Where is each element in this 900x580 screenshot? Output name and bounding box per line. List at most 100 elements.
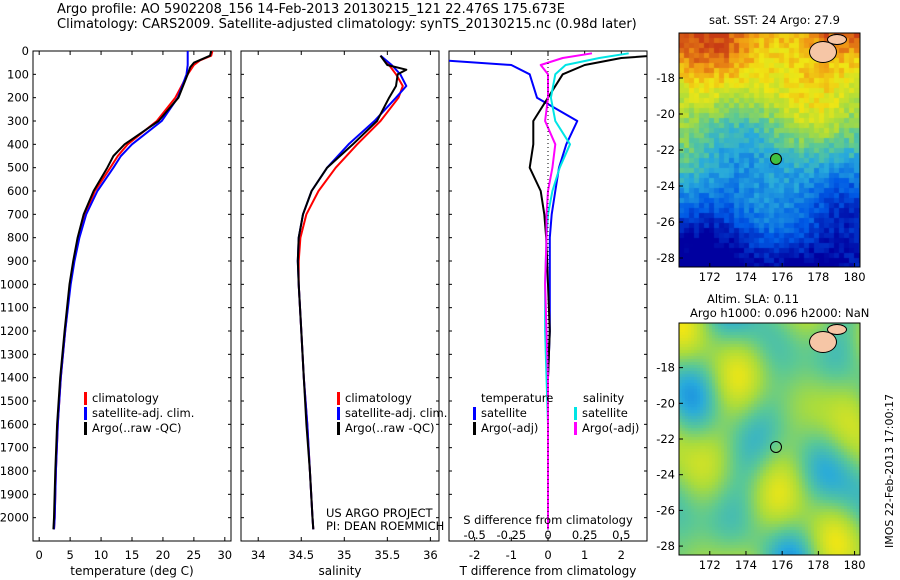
depth-tick-label: 1000 bbox=[0, 277, 29, 291]
difference-plot: -2 -1 0 1 2 -0.5 -0.25 0 0.25 0.5 bbox=[449, 51, 647, 562]
depth-tick-label: 1100 bbox=[0, 301, 29, 315]
x-tick-label: 30 bbox=[217, 548, 232, 562]
temperature-legend: climatology satellite-adj. clim. Argo(..… bbox=[84, 391, 194, 435]
salinity-legend: climatology satellite-adj. clim. Argo(..… bbox=[337, 391, 447, 435]
legend-label-s-satellite: satellite bbox=[582, 406, 628, 420]
legend-swatch-climatology bbox=[337, 392, 340, 405]
x-tick-label: 34.5 bbox=[288, 548, 314, 562]
depth-tick-label: 100 bbox=[7, 67, 29, 81]
x-tick-label: -2 bbox=[469, 548, 480, 562]
s-tick-label: 0.5 bbox=[612, 528, 630, 542]
series-line-argo-raw-qc bbox=[296, 55, 408, 530]
salinity-axis-label: salinity bbox=[318, 564, 361, 578]
t-difference-axis-label: T difference from climatology bbox=[459, 564, 637, 578]
x-tick-label: 25 bbox=[187, 548, 202, 562]
depth-tick-label: 1500 bbox=[0, 394, 29, 408]
x-tick-label: -1 bbox=[506, 548, 517, 562]
depth-tick-label: 1900 bbox=[0, 487, 29, 501]
fiji-island-shape bbox=[827, 34, 847, 45]
legend-label-climatology: climatology bbox=[92, 391, 159, 405]
depth-tick-label: 800 bbox=[7, 231, 29, 245]
legend-swatch-t-satellite bbox=[473, 407, 476, 420]
s-tick-label: -0.25 bbox=[496, 528, 526, 542]
series-line-satellite-adj-clim bbox=[296, 54, 408, 530]
legend-label-argo: Argo(..raw -QC) bbox=[92, 421, 182, 435]
temperature-panel-frame bbox=[32, 50, 232, 542]
legend-swatch-argo bbox=[337, 422, 340, 435]
depth-tick-label: 400 bbox=[7, 137, 29, 151]
legend-label-t-satellite: satellite bbox=[481, 406, 527, 420]
s-tick-label: 0 bbox=[544, 528, 551, 542]
depth-tick-label: 0 bbox=[22, 44, 29, 58]
sla-heatmap bbox=[679, 323, 860, 555]
sst-map-title: sat. SST: 24 Argo: 27.9 bbox=[709, 13, 840, 27]
series-lines bbox=[296, 54, 408, 530]
x-tick-label: 36 bbox=[423, 548, 438, 562]
depth-tick-label: 1800 bbox=[0, 464, 29, 478]
x-tick-label: 5 bbox=[66, 548, 73, 562]
legend-swatch-satellite bbox=[337, 407, 340, 420]
depth-tick-label: 500 bbox=[7, 161, 29, 175]
sla-map bbox=[679, 323, 860, 555]
figure-title-line2: Climatology: CARS2009. Satellite-adjuste… bbox=[57, 17, 637, 32]
depth-axis: 0 100 200 300 400 500 600 700 800 900 1000 1100 1200… bbox=[0, 44, 647, 525]
difference-legend: temperature salinity satellite Argo(-adj… bbox=[473, 391, 639, 435]
legend-group-temperature: temperature bbox=[481, 391, 553, 405]
legend-swatch-t-argo bbox=[473, 422, 476, 435]
legend-label-satellite: satellite-adj. clim. bbox=[92, 406, 194, 420]
x-tick-label: 15 bbox=[125, 548, 140, 562]
legend-label-satellite: satellite-adj. clim. bbox=[345, 406, 447, 420]
x-tick-label: 34 bbox=[251, 548, 266, 562]
x-tick-label: 1 bbox=[581, 548, 588, 562]
depth-tick-label: 200 bbox=[7, 91, 29, 105]
series-line-temperature-argo-adj bbox=[528, 55, 647, 530]
depth-tick-label: 1600 bbox=[0, 417, 29, 431]
legend-swatch-satellite bbox=[84, 407, 87, 420]
x-tick-label: 10 bbox=[94, 548, 109, 562]
legend-swatch-s-satellite bbox=[574, 407, 577, 420]
legend-swatch-climatology bbox=[84, 392, 87, 405]
salinity-plot: 34 34.5 35 35.5 36 bbox=[251, 51, 438, 562]
imos-timestamp: IMOS 22-Feb-2013 17:00:17 bbox=[883, 394, 896, 548]
sst-map bbox=[679, 33, 860, 267]
salinity-panel-frame bbox=[240, 50, 440, 542]
depth-tick-label: 1300 bbox=[0, 347, 29, 361]
series-lines bbox=[52, 51, 214, 530]
x-tick-label: 35 bbox=[337, 548, 352, 562]
series-line-temperature-satellite bbox=[449, 59, 579, 530]
s-tick-label: -0.5 bbox=[463, 528, 485, 542]
x-tick-label: 20 bbox=[156, 548, 171, 562]
legend-swatch-s-argo bbox=[574, 422, 577, 435]
sla-map-subtitle: Argo h1000: 0.096 h2000: NaN bbox=[690, 306, 870, 320]
fiji-island-shape bbox=[827, 324, 847, 335]
series-line-satellite-adj-clim bbox=[53, 51, 189, 530]
project-credit: US ARGO PROJECT bbox=[326, 506, 434, 520]
depth-tick-label: 300 bbox=[7, 114, 29, 128]
series-line-argo-raw-qc bbox=[52, 51, 213, 530]
argo-float-marker bbox=[770, 152, 783, 165]
depth-tick-label: 2000 bbox=[0, 511, 29, 525]
legend-label-t-argo: Argo(-adj) bbox=[481, 421, 538, 435]
s-difference-axis-label: S difference from climatology bbox=[463, 513, 633, 527]
x-tick-label: 0 bbox=[36, 548, 43, 562]
legend-swatch-argo bbox=[84, 422, 87, 435]
sst-heatmap bbox=[679, 33, 860, 267]
x-tick-label: 0 bbox=[544, 548, 551, 562]
s-tick-label: 0.25 bbox=[572, 528, 598, 542]
legend-group-salinity: salinity bbox=[583, 391, 624, 405]
series-line-climatology bbox=[53, 51, 214, 530]
depth-tick-label: 700 bbox=[7, 207, 29, 221]
depth-tick-label: 1200 bbox=[0, 324, 29, 338]
x-tick-label: 2 bbox=[618, 548, 625, 562]
series-line-climatology bbox=[297, 55, 404, 530]
figure-title-line1: Argo profile: AO 5902208_156 14-Feb-2013… bbox=[57, 2, 565, 17]
temperature-axis-label: temperature (deg C) bbox=[70, 564, 193, 578]
series-lines bbox=[449, 52, 647, 530]
x-tick-label: 35.5 bbox=[375, 548, 401, 562]
depth-tick-label: 1400 bbox=[0, 371, 29, 385]
series-line-salinity-satellite bbox=[544, 52, 629, 530]
legend-label-argo: Argo(..raw -QC) bbox=[345, 421, 435, 435]
pi-credit: PI: DEAN ROEMMICH bbox=[326, 519, 444, 533]
